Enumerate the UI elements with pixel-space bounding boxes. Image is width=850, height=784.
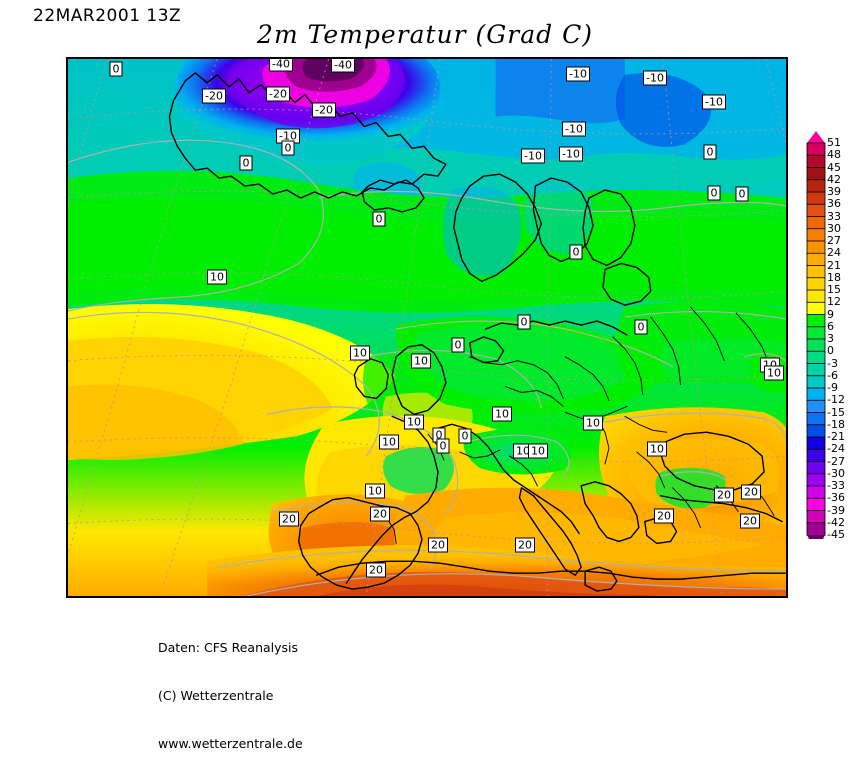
colorbar-tick-label: -36 bbox=[827, 491, 845, 505]
colorbar-tick-label: -45 bbox=[827, 528, 845, 541]
contour-label: -10 bbox=[702, 94, 726, 110]
colorbar-tick-label: -39 bbox=[827, 503, 845, 517]
colorbar-tick-label: 39 bbox=[827, 185, 841, 198]
credit-data-source: Daten: CFS Reanalysis bbox=[158, 640, 299, 655]
weather-map-page: 22MAR2001 13Z 2m Temperatur (Grad C) bbox=[33, 6, 850, 751]
colorbar-tick-label: -12 bbox=[827, 393, 845, 407]
contour-label: 0 bbox=[451, 337, 465, 353]
colorbar-tick-label: 6 bbox=[827, 319, 834, 333]
contour-label: -20 bbox=[266, 86, 290, 102]
contour-label: 20 bbox=[370, 506, 390, 522]
colorbar-tick-label: -27 bbox=[827, 454, 845, 468]
colorbar-tick-label: 27 bbox=[827, 234, 841, 247]
colorbar-tick-label: 21 bbox=[827, 258, 841, 272]
contour-label: -40 bbox=[269, 59, 293, 72]
contour-label: 10 bbox=[764, 365, 784, 381]
contour-label: -10 bbox=[559, 146, 583, 162]
colorbar-tick-label: -6 bbox=[827, 368, 838, 382]
contour-label: -10 bbox=[643, 70, 667, 86]
contour-label: -10 bbox=[566, 66, 590, 82]
contour-label: -10 bbox=[521, 148, 545, 164]
colorbar-tick-label: 30 bbox=[827, 221, 841, 235]
contour-label: 0 bbox=[634, 319, 648, 335]
contour-label: 10 bbox=[528, 443, 548, 459]
contour-label: 10 bbox=[583, 415, 603, 431]
colorbar-tick-label: 42 bbox=[827, 172, 841, 186]
credit-copyright: (C) Wetterzentrale bbox=[158, 688, 274, 703]
contour-label: 0 bbox=[703, 144, 717, 160]
contour-label: 0 bbox=[436, 438, 450, 454]
colorbar-tick-label: -42 bbox=[827, 515, 845, 529]
contour-label: -20 bbox=[202, 88, 226, 104]
temperature-map[interactable]: 0 -20 -20 -40 -40 -20 -10 0 0 -10 -10 -10 -10 -10 -10 0… bbox=[66, 57, 788, 598]
contour-label: -10 bbox=[562, 121, 586, 137]
credit-website[interactable]: www.wetterzentrale.de bbox=[158, 736, 303, 751]
colorbar-tick-label: 36 bbox=[827, 197, 841, 211]
colorbar-tick-label: 0 bbox=[827, 344, 834, 358]
colorbar-tick-label: -18 bbox=[827, 417, 845, 431]
colorbar-tick-label: -24 bbox=[827, 442, 845, 456]
contour-label: 10 bbox=[379, 434, 399, 450]
colorbar-tick-label: 15 bbox=[827, 283, 841, 296]
colorbar-tick-label: -33 bbox=[827, 479, 845, 492]
colorbar-tick-label: -21 bbox=[827, 430, 845, 443]
run-datetime: 22MAR2001 13Z bbox=[33, 6, 182, 26]
contour-label: 0 bbox=[707, 185, 721, 201]
contour-label: 20 bbox=[740, 513, 760, 529]
colorbar-tick-label: 24 bbox=[827, 246, 841, 260]
colorbar-tick-label: 3 bbox=[827, 332, 834, 345]
contour-label: 0 bbox=[109, 61, 123, 77]
contour-label: -20 bbox=[312, 102, 336, 118]
contour-label: 20 bbox=[741, 484, 761, 500]
contour-label: 20 bbox=[366, 562, 386, 578]
temperature-colorbar[interactable]: 51 48 45 42 39 36 33 30 27 24 21 18 15 12 9 6 3 0 -3 -6 -9 -1… bbox=[806, 131, 850, 541]
colorbar-tick-label: -15 bbox=[827, 405, 845, 419]
contour-label: 20 bbox=[714, 487, 734, 503]
map-canvas bbox=[68, 59, 786, 596]
colorbar-tick-label: -3 bbox=[827, 356, 838, 370]
contour-label: 0 bbox=[735, 186, 749, 202]
contour-label: 20 bbox=[428, 537, 448, 553]
contour-label: 20 bbox=[279, 511, 299, 527]
colorbar-tick-label: 51 bbox=[827, 136, 841, 149]
contour-label: 0 bbox=[239, 155, 253, 171]
page-title: 2m Temperatur (Grad C) bbox=[257, 20, 593, 49]
contour-label: 10 bbox=[647, 441, 667, 457]
colorbar-swatches bbox=[806, 131, 826, 539]
contour-label: 0 bbox=[517, 314, 531, 330]
colorbar-tick-label: -30 bbox=[827, 466, 845, 480]
contour-label: -40 bbox=[331, 59, 355, 73]
colorbar-tick-label: 18 bbox=[827, 270, 841, 284]
contour-label: 10 bbox=[492, 406, 512, 422]
contour-label: 10 bbox=[207, 269, 227, 285]
contour-label: 0 bbox=[281, 140, 295, 156]
contour-label: 0 bbox=[372, 211, 386, 227]
colorbar-tick-label: 33 bbox=[827, 209, 841, 223]
colorbar-tick-label: -9 bbox=[827, 381, 838, 394]
contour-label: 10 bbox=[411, 353, 431, 369]
contour-label: 0 bbox=[458, 428, 472, 444]
contour-label: 20 bbox=[654, 508, 674, 524]
colorbar-tick-label: 48 bbox=[827, 148, 841, 162]
colorbar-tick-label: 9 bbox=[827, 307, 834, 321]
contour-label: 10 bbox=[404, 414, 424, 430]
contour-label: 10 bbox=[350, 345, 370, 361]
colorbar-tick-label: 45 bbox=[827, 160, 841, 174]
colorbar-tick-label: 12 bbox=[827, 295, 841, 309]
contour-label: 20 bbox=[515, 537, 535, 553]
contour-label: 10 bbox=[365, 483, 385, 499]
contour-label: 0 bbox=[569, 244, 583, 260]
credits: Daten: CFS Reanalysis (C) Wetterzentrale… bbox=[158, 608, 303, 784]
